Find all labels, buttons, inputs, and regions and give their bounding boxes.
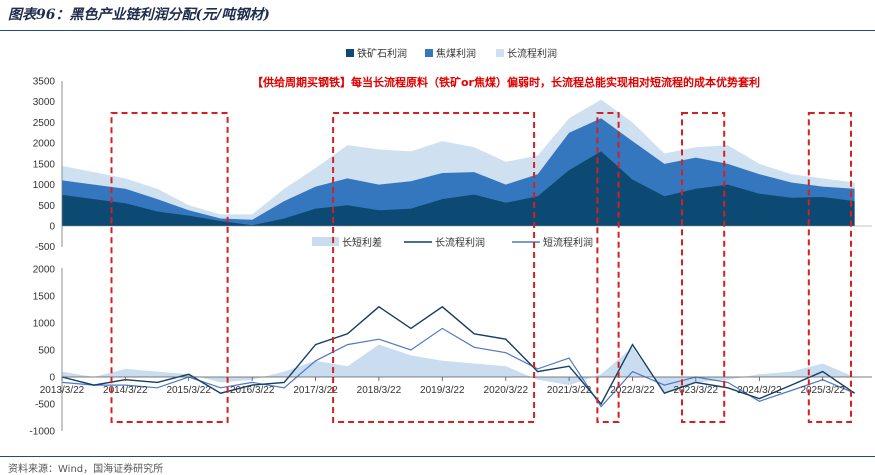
bottom-x-ticks: 2013/3/22 2014/3/22 2015/3/22 2016/3/22 2017… [40,377,845,396]
bottom-x-tick-label: 2015/3/22 [166,385,211,396]
legend-label-iron-ore: 铁矿石利润 [357,47,407,60]
figure-title: 图表96：黑色产业链利润分配(元/吨钢材) [8,7,270,23]
bottom-x-tick-label: 2019/3/22 [420,385,465,396]
bottom-x-tick-label: 2024/3/22 [737,385,782,396]
bottom-x-tick-label: 2018/3/22 [357,385,402,396]
legend-label-spread: 长短利差 [342,236,382,249]
bottom-x-tick-label: 2014/3/22 [103,385,148,396]
title-rule [0,30,875,31]
top-legend: 铁矿石利润 焦煤利润 长流程利润 [346,47,557,60]
chart-annotation: 【供给周期买钢铁】每当长流程原料（铁矿or焦煤）偏弱时，长流程总能实现相对短流程… [252,75,760,89]
highlight-windows [110,112,852,423]
bottom-x-tick-label: 2023/3/22 [674,385,719,396]
profit-chart: 铁矿石利润 焦煤利润 长流程利润 -500 0 500 1000 1500 2000 250… [29,47,872,438]
bottom-x-tick-label: 2025/3/22 [800,385,845,396]
bottom-x-tick-label: 2022/3/22 [610,385,655,396]
bottom-y-ticks: -1000 -500 0 500 1000 1500 2000 [29,265,55,438]
bottom-y-tick-label: 1000 [33,319,56,330]
bottom-x-tick-label: 2016/3/22 [230,385,275,396]
highlight-window [332,112,536,423]
top-y-tick-label: 2000 [33,139,56,150]
line-series-2 [61,327,855,408]
legend-label-long-process: 长流程利润 [507,47,557,60]
area-series-0 [62,151,855,226]
bottom-x-tick-label: 2020/3/22 [484,385,529,396]
legend-label-short-line: 短流程利润 [543,236,593,249]
top-area-series [62,99,855,226]
legend-label-coking-coal: 焦煤利润 [436,47,476,60]
highlight-window [681,112,726,423]
top-y-tick-label: 0 [49,222,55,233]
bottom-line-series [61,305,855,408]
top-y-ticks: -500 0 500 1000 1500 2000 2500 3000 3500 [33,77,56,254]
top-y-tick-label: 1500 [33,159,56,170]
bottom-y-tick-label: 2000 [33,265,56,276]
bottom-x-tick-label: 2013/3/22 [40,385,85,396]
bottom-y-tick-label: -1000 [29,427,55,438]
legend-swatch-iron-ore [346,49,354,57]
legend-label-long-line: 长流程利润 [435,236,485,249]
source-note: 资料来源：Wind，国海证券研究所 [8,464,164,475]
top-y-tick-label: 1000 [33,180,56,191]
legend-swatch-spread [312,237,339,246]
line-series-1 [61,305,855,406]
bottom-y-tick-label: 1500 [33,292,56,303]
top-y-tick-label: -500 [35,242,55,253]
top-y-tick-label: 3500 [33,77,56,88]
top-y-tick-label: 500 [38,201,55,212]
legend-swatch-long-process [496,49,504,57]
bottom-legend: 长短利差 长流程利润 短流程利润 [312,236,593,249]
bottom-x-tick-label: 2017/3/22 [293,385,338,396]
bottom-y-tick-label: 0 [49,373,55,384]
highlight-window [110,112,229,423]
bottom-y-tick-label: -500 [35,400,55,411]
bottom-x-tick-label: 2021/3/22 [547,385,592,396]
top-y-tick-label: 3000 [33,97,56,108]
highlight-window [596,112,620,423]
bottom-y-tick-label: 500 [38,346,55,357]
bottom-rule [0,456,875,457]
legend-swatch-coking-coal [425,49,433,57]
top-y-tick-label: 2500 [33,118,56,129]
highlight-window [807,112,852,423]
